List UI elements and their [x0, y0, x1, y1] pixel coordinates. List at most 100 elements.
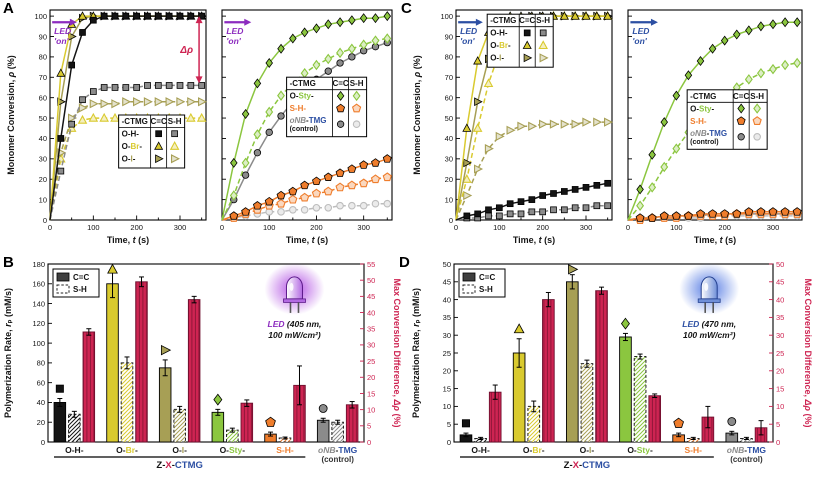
svg-text:0: 0	[447, 438, 451, 447]
svg-text:-CTMG: -CTMG	[122, 117, 148, 126]
svg-text:0: 0	[454, 223, 458, 232]
svg-text:50: 50	[776, 260, 784, 269]
svg-text:-CTMG: -CTMG	[290, 79, 316, 88]
svg-text:100: 100	[263, 223, 276, 232]
svg-text:O-H-: O-H-	[490, 29, 508, 38]
svg-text:(control): (control)	[730, 455, 763, 464]
svg-text:80: 80	[39, 53, 47, 62]
svg-text:O-H-: O-H-	[471, 445, 490, 455]
svg-text:Monomer Conversion, ρ (%): Monomer Conversion, ρ (%)	[412, 55, 422, 174]
svg-text:20: 20	[39, 175, 47, 184]
svg-text:S-H: S-H	[73, 285, 87, 294]
svg-text:50: 50	[445, 114, 453, 123]
svg-text:Δρ: Δρ	[179, 45, 193, 56]
svg-text:(control): (control)	[290, 126, 318, 133]
chart-c-conversion-vs-time-right: 0 100 200 300 Time, t (s) -CTMG C=C S-H O-Sty- S-…	[616, 0, 812, 254]
svg-text:20: 20	[445, 175, 453, 184]
svg-text:O-Br-: O-Br-	[116, 445, 138, 455]
svg-text:0: 0	[367, 438, 371, 447]
svg-text:300: 300	[357, 223, 370, 232]
svg-text:O-Sty-: O-Sty-	[690, 104, 714, 113]
svg-text:15: 15	[776, 384, 784, 393]
svg-text:100: 100	[32, 339, 45, 348]
svg-text:30: 30	[445, 155, 453, 164]
chart-a-conversion-vs-time-left: 0 10 20 30 40 50 60 70 80 90 100 0 100 200 300 Time, t …	[6, 0, 210, 254]
panel-label-a: A	[3, 0, 14, 17]
svg-text:S-H: S-H	[750, 92, 764, 101]
svg-text:Time, t (s): Time, t (s)	[694, 235, 736, 245]
svg-text:Max Conversion Difference, Δρ: Max Conversion Difference, Δρ (%)	[392, 278, 402, 427]
svg-text:140: 140	[32, 299, 45, 308]
panel-label-c: C	[401, 0, 412, 17]
svg-text:30: 30	[367, 341, 375, 350]
svg-text:C=C: C=C	[733, 92, 749, 101]
svg-text:oNB-TMG: oNB-TMG	[290, 116, 327, 125]
svg-text:C=C: C=C	[332, 79, 348, 88]
svg-text:90: 90	[39, 32, 47, 41]
svg-text:LED: LED	[460, 26, 477, 36]
svg-text:LED: LED	[632, 26, 649, 36]
svg-text:40: 40	[443, 295, 451, 304]
svg-text:O-Sty-: O-Sty-	[220, 445, 246, 455]
svg-text:15: 15	[443, 384, 451, 393]
svg-text:20: 20	[367, 373, 375, 382]
svg-text:80: 80	[445, 53, 453, 62]
svg-text:100: 100	[34, 12, 47, 21]
svg-text:300: 300	[174, 223, 187, 232]
svg-text:oNB-TMG: oNB-TMG	[318, 445, 358, 455]
svg-text:5: 5	[776, 420, 780, 429]
svg-text:70: 70	[445, 73, 453, 82]
svg-text:10: 10	[776, 402, 784, 411]
svg-text:10: 10	[39, 195, 47, 204]
svg-text:C=C: C=C	[479, 273, 495, 282]
svg-text:120: 120	[32, 319, 45, 328]
svg-text:Z-X-CTMG: Z-X-CTMG	[156, 460, 202, 471]
svg-text:35: 35	[443, 313, 451, 322]
svg-text:O-Br-: O-Br-	[122, 142, 143, 151]
svg-text:Polymerization Rate, rₚ (mM/s): Polymerization Rate, rₚ (mM/s)	[3, 288, 13, 418]
svg-text:oNB-TMG: oNB-TMG	[727, 445, 767, 455]
svg-text:160: 160	[32, 280, 45, 289]
svg-text:0: 0	[220, 223, 224, 232]
svg-text:50: 50	[39, 114, 47, 123]
svg-text:LED: LED	[226, 26, 243, 36]
svg-text:300: 300	[767, 223, 780, 232]
svg-text:C=C: C=C	[151, 117, 167, 126]
svg-text:O-I-: O-I-	[122, 155, 136, 164]
svg-text:C=C: C=C	[519, 16, 535, 25]
svg-text:180: 180	[32, 260, 45, 269]
svg-text:(control): (control)	[690, 139, 718, 146]
svg-text:-CTMG: -CTMG	[490, 16, 516, 25]
svg-text:55: 55	[367, 260, 375, 269]
svg-text:O-I-: O-I-	[580, 445, 595, 455]
svg-text:30: 30	[39, 155, 47, 164]
chart-a-conversion-vs-time-right: 0 100 200 300 Time, t (s) -CTMG C=C S-H O-Sty- S-…	[210, 0, 400, 254]
svg-text:70: 70	[39, 73, 47, 82]
svg-text:Polymerization Rate, rₚ (mM/s): Polymerization Rate, rₚ (mM/s)	[411, 288, 421, 418]
svg-text:200: 200	[310, 223, 323, 232]
svg-text:100 mW/cm²): 100 mW/cm²)	[683, 330, 736, 340]
svg-text:50: 50	[367, 276, 375, 285]
svg-text:LED: LED	[54, 26, 71, 36]
svg-text:90: 90	[445, 32, 453, 41]
svg-text:Max Conversion Difference, Δρ: Max Conversion Difference, Δρ (%)	[803, 278, 813, 427]
svg-text:100: 100	[87, 223, 100, 232]
svg-text:40: 40	[367, 308, 375, 317]
svg-text:300: 300	[580, 223, 593, 232]
svg-text:15: 15	[367, 389, 375, 398]
svg-text:100: 100	[440, 12, 453, 21]
svg-text:0: 0	[449, 216, 453, 225]
svg-text:S-H-: S-H-	[690, 117, 707, 126]
svg-text:O-I-: O-I-	[172, 445, 187, 455]
panel-label-d: D	[399, 254, 410, 271]
svg-text:S-H: S-H	[536, 16, 550, 25]
svg-text:25: 25	[367, 357, 375, 366]
chart-b-polymerization-rate-405nm: 0 20 40 60 80 100 120 140 160 180 0 5 10 15 20 25 30 35 40…	[2, 256, 404, 488]
svg-text:5: 5	[367, 422, 371, 431]
svg-text:80: 80	[37, 359, 45, 368]
svg-text:S-H-: S-H-	[685, 445, 703, 455]
svg-text:25: 25	[443, 349, 451, 358]
svg-text:0: 0	[626, 223, 630, 232]
svg-text:100: 100	[670, 223, 683, 232]
